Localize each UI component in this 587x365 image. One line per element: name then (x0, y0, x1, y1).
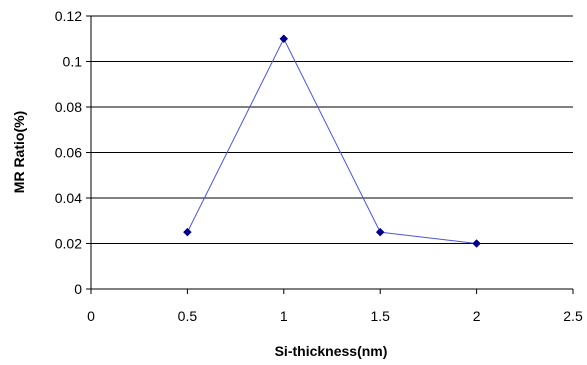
y-tick-label: 0 (74, 281, 82, 297)
y-axis-title: MR Ratio(%) (11, 111, 27, 193)
x-axis-title: Si-thickness(nm) (275, 343, 388, 359)
y-tick-label: 0.12 (55, 8, 82, 24)
y-tick-label: 0.02 (55, 236, 82, 252)
gridlines (91, 15, 573, 244)
x-tick-label: 2.5 (563, 308, 583, 324)
y-tick-label: 0.08 (55, 99, 82, 115)
y-tick-labels: 0 0.02 0.04 0.06 0.08 0.1 0.12 (55, 8, 82, 297)
axes (86, 15, 574, 294)
x-tick-label: 2 (473, 308, 481, 324)
x-tick-label: 1 (280, 308, 288, 324)
x-tick-label: 0.5 (178, 308, 198, 324)
x-tick-label: 0 (87, 308, 95, 324)
y-tick-label: 0.04 (55, 190, 82, 206)
x-tick-labels: 0 0.5 1 1.5 2 2.5 (87, 308, 583, 324)
data-point (279, 34, 289, 44)
y-tick-label: 0.1 (63, 54, 83, 70)
data-point (183, 227, 192, 237)
data-point (472, 239, 481, 248)
data-point (375, 227, 385, 237)
y-tick-label: 0.06 (55, 145, 82, 161)
data-series (183, 34, 481, 248)
x-tick-label: 1.5 (370, 308, 390, 324)
series-line (186, 37, 477, 244)
